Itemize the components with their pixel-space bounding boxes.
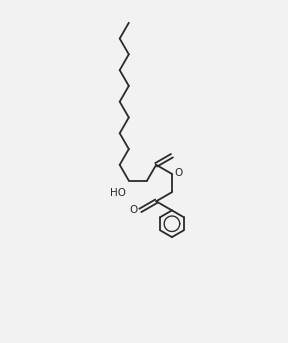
Text: O: O bbox=[174, 168, 183, 178]
Text: O: O bbox=[130, 205, 138, 215]
Text: HO: HO bbox=[110, 188, 126, 198]
